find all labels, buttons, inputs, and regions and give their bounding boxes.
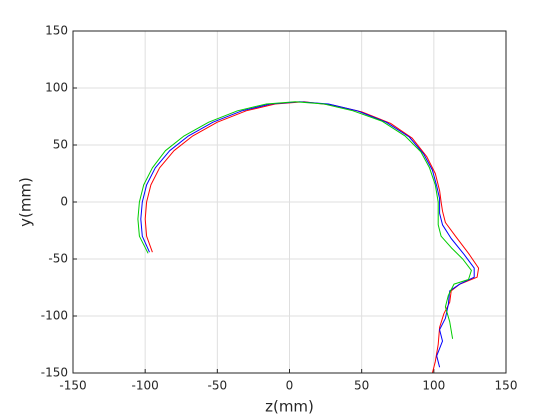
y-tick-label: -150 <box>41 366 68 380</box>
x-tick-label: -150 <box>59 379 86 393</box>
y-tick-label: 0 <box>60 195 68 209</box>
x-tick-label: 50 <box>354 379 369 393</box>
x-tick-label: 0 <box>286 379 294 393</box>
x-tick-label: 150 <box>495 379 518 393</box>
x-tick-label: 100 <box>422 379 445 393</box>
y-tick-label: 150 <box>45 24 68 38</box>
line <box>137 101 472 339</box>
y-axis-label: y(mm) <box>17 177 35 227</box>
line <box>140 101 475 368</box>
x-tick-label: -100 <box>132 379 159 393</box>
x-axis-label: z(mm) <box>265 398 314 416</box>
x-tick-label: -50 <box>208 379 228 393</box>
y-tick-label: -100 <box>41 309 68 323</box>
line <box>144 101 480 374</box>
y-tick-label: -50 <box>48 252 68 266</box>
plot-frame <box>72 30 507 374</box>
y-tick-label: 50 <box>53 138 68 152</box>
y-tick-label: 100 <box>45 81 68 95</box>
